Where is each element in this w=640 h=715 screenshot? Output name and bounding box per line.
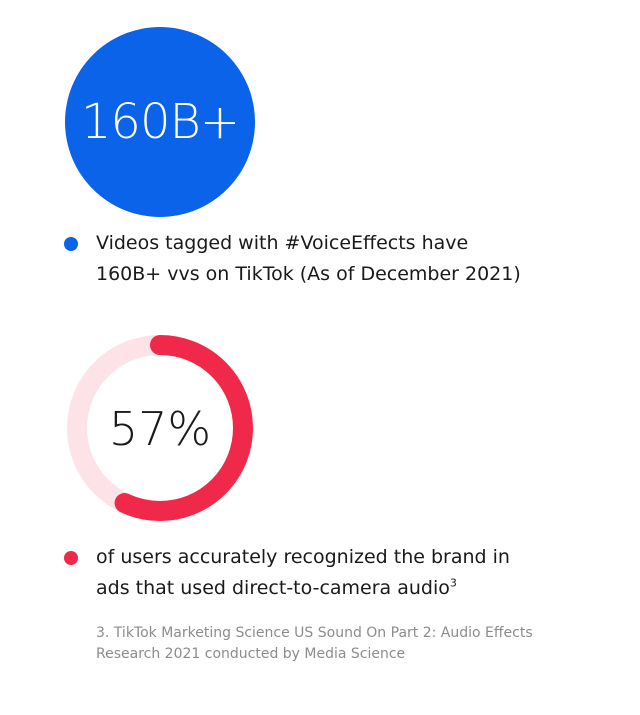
stat-160b-circle: 160B+ <box>65 27 255 217</box>
donut-center-label: 57% <box>109 402 211 456</box>
donut-arc-57 <box>67 335 253 521</box>
footnote: 3. TikTok Marketing Science US Sound On … <box>96 625 533 662</box>
stat-160b-description: Videos tagged with #VoiceEffects have 16… <box>96 232 521 285</box>
stat-160b-value: 160B+ <box>80 94 240 150</box>
stat-160b-caption: Videos tagged with #VoiceEffects have 16… <box>64 228 536 290</box>
footnote-ref: 3 <box>449 576 457 590</box>
stat-57-description: of users accurately recognized the brand… <box>96 546 510 599</box>
blue-bullet-icon <box>64 237 78 251</box>
stat-57-caption: of users accurately recognized the brand… <box>64 542 536 604</box>
percent-donut-chart: 57% <box>67 335 253 521</box>
red-bullet-icon <box>64 551 78 565</box>
